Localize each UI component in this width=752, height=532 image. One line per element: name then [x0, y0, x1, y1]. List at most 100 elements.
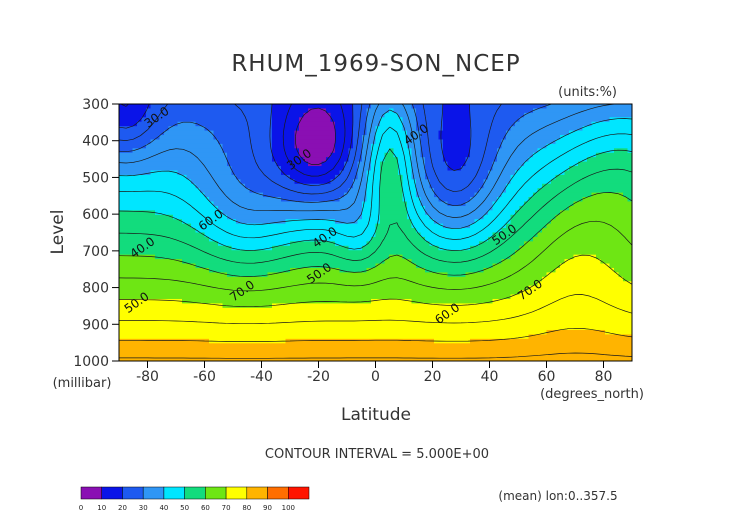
field-cell: [497, 343, 503, 349]
field-cell: [407, 117, 413, 123]
field-cell: [123, 321, 129, 327]
field-cell: [497, 245, 503, 251]
field-cell: [132, 329, 138, 336]
field-cell: [213, 343, 219, 349]
field-cell: [303, 219, 309, 225]
field-cell: [456, 312, 462, 318]
field-cell: [398, 232, 404, 238]
field-cell: [335, 108, 341, 114]
field-cell: [321, 143, 327, 149]
field-cell: [303, 205, 309, 211]
field-cell: [407, 104, 413, 110]
field-cell: [290, 170, 296, 176]
field-cell: [267, 307, 273, 313]
field-cell: [483, 307, 489, 313]
field-cell: [326, 112, 332, 118]
field-cell: [150, 148, 156, 154]
field-cell: [177, 108, 183, 114]
field-cell: [272, 285, 278, 291]
field-cell: [123, 352, 129, 358]
field-cell: [335, 161, 341, 167]
field-cell: [353, 259, 359, 265]
field-cell: [186, 338, 192, 344]
field-cell: [249, 121, 255, 127]
field-cell: [488, 232, 494, 238]
field-cell: [398, 329, 404, 336]
field-cell: [218, 307, 224, 313]
field-cell: [200, 236, 206, 242]
field-cell: [393, 334, 399, 340]
field-cell: [447, 303, 453, 309]
field-cell: [258, 161, 264, 167]
field-cell: [438, 223, 444, 229]
field-cell: [492, 329, 498, 336]
field-cell: [438, 201, 444, 207]
field-cell: [407, 307, 413, 313]
field-cell: [290, 223, 296, 229]
field-cell: [483, 157, 489, 163]
field-cell: [245, 316, 251, 322]
field-cell: [407, 272, 413, 278]
field-cell: [420, 214, 426, 220]
field-cell: [240, 356, 246, 361]
field-cell: [474, 152, 480, 158]
field-cell: [209, 166, 215, 172]
field-cell: [479, 219, 485, 225]
field-cell: [227, 188, 233, 194]
field-cell: [263, 108, 269, 114]
field-cell: [470, 316, 476, 322]
field-cell: [308, 104, 314, 110]
field-cell: [159, 121, 165, 127]
field-cell: [330, 312, 336, 318]
field-cell: [339, 325, 345, 331]
field-cell: [483, 259, 489, 265]
field-cell: [438, 174, 444, 180]
field-cell: [474, 183, 480, 189]
field-cell: [425, 343, 431, 349]
field-cell: [497, 303, 503, 309]
field-cell: [218, 250, 224, 256]
field-cell: [389, 188, 395, 194]
field-cell: [285, 316, 291, 322]
field-cell: [312, 250, 318, 256]
field-cell: [483, 272, 489, 278]
field-cell: [204, 130, 210, 136]
field-cell: [119, 152, 125, 158]
field-cell: [236, 294, 242, 300]
field-cell: [474, 272, 480, 278]
field-cell: [393, 183, 399, 189]
field-cell: [371, 210, 377, 216]
field-cell: [164, 143, 170, 149]
field-cell: [420, 223, 426, 229]
field-cell: [434, 334, 440, 340]
field-cell: [168, 108, 174, 114]
field-cell: [146, 201, 152, 207]
field-cell: [159, 117, 165, 123]
field-cell: [168, 201, 174, 207]
field-cell: [497, 117, 503, 123]
field-cell: [429, 236, 435, 242]
field-cell: [371, 130, 377, 136]
field-cell: [434, 290, 440, 296]
field-cell: [470, 170, 476, 176]
field-cell: [501, 130, 507, 136]
field-cell: [416, 108, 422, 114]
field-cell: [447, 210, 453, 216]
field-cell: [326, 157, 332, 163]
field-cell: [438, 250, 444, 256]
field-cell: [506, 126, 512, 132]
field-cell: [465, 263, 471, 269]
field-cell: [308, 117, 314, 123]
field-cell: [227, 245, 233, 251]
field-cell: [506, 130, 512, 136]
field-cell: [204, 148, 210, 154]
field-cell: [146, 188, 152, 194]
field-cell: [434, 104, 440, 110]
field-cell: [434, 121, 440, 127]
field-cell: [501, 254, 507, 260]
field-cell: [362, 205, 368, 211]
field-cell: [488, 294, 494, 300]
field-cell: [231, 263, 237, 269]
field-cell: [389, 121, 395, 127]
field-cell: [177, 135, 183, 141]
